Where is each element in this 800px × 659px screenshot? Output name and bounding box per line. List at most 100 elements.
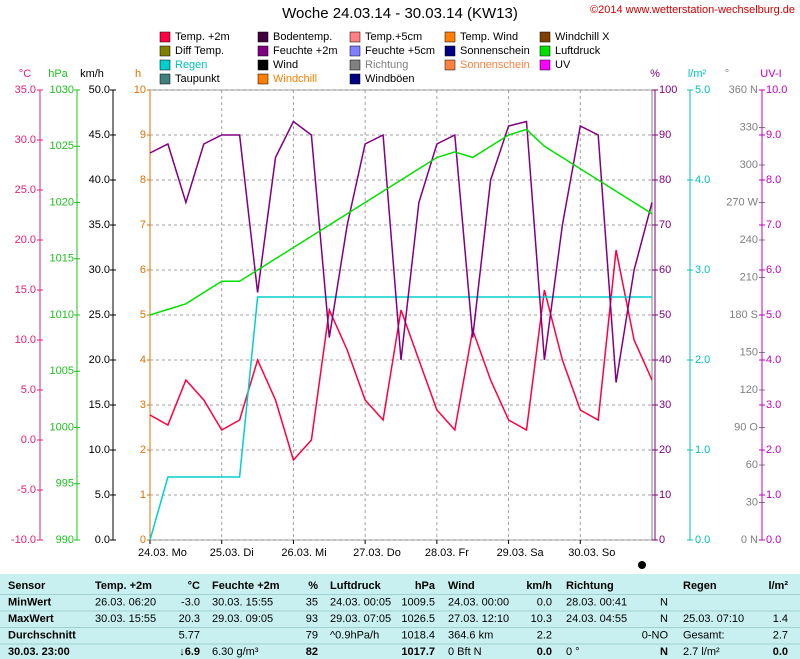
- table-cell: km/h: [526, 580, 552, 592]
- y-tick-label: 6.0: [766, 264, 781, 276]
- table-cell: N: [660, 596, 668, 608]
- table-cell: Gesamt:: [683, 629, 725, 641]
- table-cell: 29.03. 09:05: [212, 613, 273, 625]
- moon-icon: [638, 561, 646, 569]
- axis-title: km/h: [80, 68, 104, 80]
- y-tick-label: 5.0: [21, 384, 36, 396]
- y-tick-label: 9: [140, 129, 146, 141]
- series-line: [149, 249, 653, 462]
- y-tick-label: 300: [740, 159, 758, 171]
- table-cell: MaxWert: [8, 613, 54, 625]
- legend-label: Wind: [273, 59, 298, 71]
- x-tick-label: 25.03. Di: [210, 547, 254, 559]
- y-tick-label: 6: [140, 264, 146, 276]
- axis-title: h: [135, 68, 141, 80]
- table-cell: 10.3: [531, 613, 552, 625]
- table-cell: 364.6 km: [448, 629, 493, 641]
- y-tick-label: 10.0: [766, 84, 787, 96]
- series-line: [149, 128, 653, 316]
- y-tick-label: 1010: [50, 309, 74, 321]
- y-tick-label: 0.0: [95, 534, 110, 546]
- credit: ©2014 www.wetterstation-wechselburg.de: [590, 4, 795, 16]
- x-tick-label: 28.03. Fr: [425, 547, 469, 559]
- y-tick-label: 15.0: [89, 399, 110, 411]
- y-tick-label: 60: [746, 459, 758, 471]
- table-cell: 25.03. 07:10: [683, 613, 744, 625]
- y-tick-label: 90 O: [734, 421, 758, 433]
- x-tick-label: 30.03. So: [568, 547, 615, 559]
- table-cell: 1018.4: [401, 629, 435, 641]
- table-cell: 5.77: [179, 629, 200, 641]
- y-tick-label: 1000: [50, 421, 74, 433]
- legend-swatch: [349, 45, 361, 57]
- legend-label: Bodentemp.: [273, 31, 332, 43]
- y-tick-label: 0.0: [695, 534, 710, 546]
- y-tick-label: 25.0: [89, 309, 110, 321]
- legend-label: Luftdruck: [555, 45, 601, 57]
- y-tick-label: 5.0: [766, 309, 781, 321]
- axis-title: hPa: [48, 68, 68, 80]
- legend-label: Taupunkt: [175, 73, 220, 85]
- legend-label: Windchill X: [555, 31, 610, 43]
- legend-label: Windchill: [273, 73, 317, 85]
- table-cell: 79: [306, 629, 318, 641]
- y-tick-label: 80: [659, 174, 671, 186]
- y-tick-label: 7: [140, 219, 146, 231]
- y-tick-label: 5.0: [95, 489, 110, 501]
- table-cell: 0 °: [566, 646, 580, 658]
- y-tick-label: 9.0: [766, 129, 781, 141]
- table-cell: Regen: [683, 580, 717, 592]
- y-tick-label: 0: [140, 534, 146, 546]
- table-cell: 29.03. 07:05: [330, 613, 391, 625]
- table-background: [0, 574, 800, 659]
- y-tick-label: 240: [740, 234, 758, 246]
- y-tick-label: 90: [659, 129, 671, 141]
- legend-label: Windböen: [365, 73, 415, 85]
- axis-title: %: [650, 68, 660, 80]
- table-cell: Durchschnitt: [8, 629, 76, 641]
- legend-swatch: [349, 31, 361, 43]
- chart-title: Woche 24.03.14 - 30.03.14 (KW13): [282, 5, 518, 22]
- y-tick-label: 2.0: [695, 354, 710, 366]
- y-tick-label: -10.0: [11, 534, 36, 546]
- table-cell: 30.03. 15:55: [212, 596, 273, 608]
- legend-label: UV: [555, 59, 571, 71]
- y-tick-label: 1.0: [766, 489, 781, 501]
- axis-title: °: [725, 68, 729, 80]
- legend-swatch: [349, 59, 361, 71]
- legend-swatch: [539, 59, 551, 71]
- y-tick-label: 40.0: [89, 174, 110, 186]
- y-tick-label: 3.0: [695, 264, 710, 276]
- table-cell: 30.03. 23:00: [8, 646, 70, 658]
- y-tick-label: 210: [740, 271, 758, 283]
- legend-swatch: [159, 73, 171, 85]
- table-cell: N: [660, 613, 668, 625]
- y-tick-label: 1: [140, 489, 146, 501]
- table-cell: °C: [188, 580, 200, 592]
- series-line: [149, 120, 653, 383]
- table-cell: 1017.7: [401, 646, 435, 658]
- table-cell: hPa: [415, 580, 436, 592]
- y-tick-label: 20.0: [15, 234, 36, 246]
- legend-label: Feuchte +5cm: [365, 45, 435, 57]
- legend-label: Temp.+5cm: [365, 31, 422, 43]
- legend-label: Regen: [175, 59, 207, 71]
- y-tick-label: 1030: [50, 84, 74, 96]
- table-cell: 2.7: [773, 629, 788, 641]
- table-cell: 27.03. 12:10: [448, 613, 509, 625]
- table-cell: 26.03. 06:20: [95, 596, 156, 608]
- table-cell: Feuchte +2m: [212, 580, 280, 592]
- y-tick-label: 1015: [50, 253, 74, 265]
- y-tick-label: 45.0: [89, 129, 110, 141]
- y-tick-label: 2.0: [766, 444, 781, 456]
- legend-label: Richtung: [365, 59, 408, 71]
- table-cell: 1026.5: [401, 613, 435, 625]
- y-tick-label: 5.0: [695, 84, 710, 96]
- y-tick-label: -5.0: [17, 484, 36, 496]
- table-cell: 1009.5: [401, 596, 435, 608]
- legend-label: Sonnenschein: [460, 45, 530, 57]
- table-cell: 93: [306, 613, 318, 625]
- legend-swatch: [444, 31, 456, 43]
- y-tick-label: 30: [659, 399, 671, 411]
- y-tick-label: 15.0: [15, 284, 36, 296]
